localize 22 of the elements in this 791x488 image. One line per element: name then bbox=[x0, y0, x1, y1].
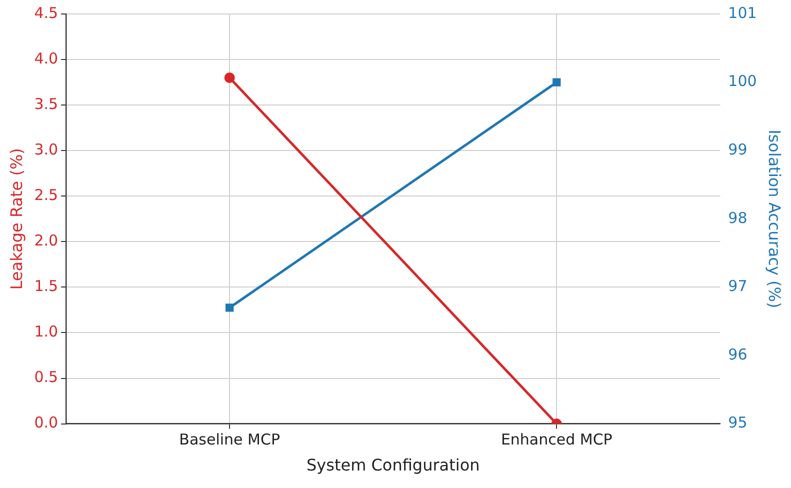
y-tick-label: 3.0 bbox=[34, 140, 58, 158]
x-tick-label: Baseline MCP bbox=[179, 430, 280, 449]
y-tick-label: 0.5 bbox=[34, 368, 58, 386]
y2-axis-title: Isolation Accuracy (%) bbox=[765, 130, 784, 308]
x-axis-title: System Configuration bbox=[306, 456, 480, 475]
y-tick-label: 0.0 bbox=[34, 414, 58, 432]
y-tick-label: 1.0 bbox=[34, 322, 58, 341]
y2-tick-label: 101 bbox=[728, 4, 757, 22]
y2-tick-label: 98 bbox=[728, 208, 748, 227]
y-tick-label: 4.5 bbox=[34, 4, 58, 22]
y-axis-title: Leakage Rate (%) bbox=[6, 148, 26, 290]
y2-tick-label: 96 bbox=[728, 345, 748, 364]
y2-tick-label: 97 bbox=[728, 277, 748, 296]
y-tick-label: 3.5 bbox=[34, 94, 58, 113]
y-tick-label: 2.5 bbox=[34, 186, 58, 204]
y2-tick-label: 95 bbox=[728, 414, 748, 432]
y-tick-label: 1.5 bbox=[34, 277, 58, 296]
y2-tick-label: 99 bbox=[728, 140, 748, 158]
y-tick-label: 2.0 bbox=[34, 232, 58, 250]
y-tick-label: 4.0 bbox=[34, 49, 58, 68]
y2-tick-label: 100 bbox=[728, 72, 757, 90]
x-tick-label: Enhanced MCP bbox=[500, 430, 612, 449]
